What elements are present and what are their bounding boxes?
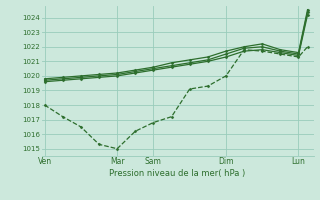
X-axis label: Pression niveau de la mer( hPa ): Pression niveau de la mer( hPa ): [109, 169, 246, 178]
